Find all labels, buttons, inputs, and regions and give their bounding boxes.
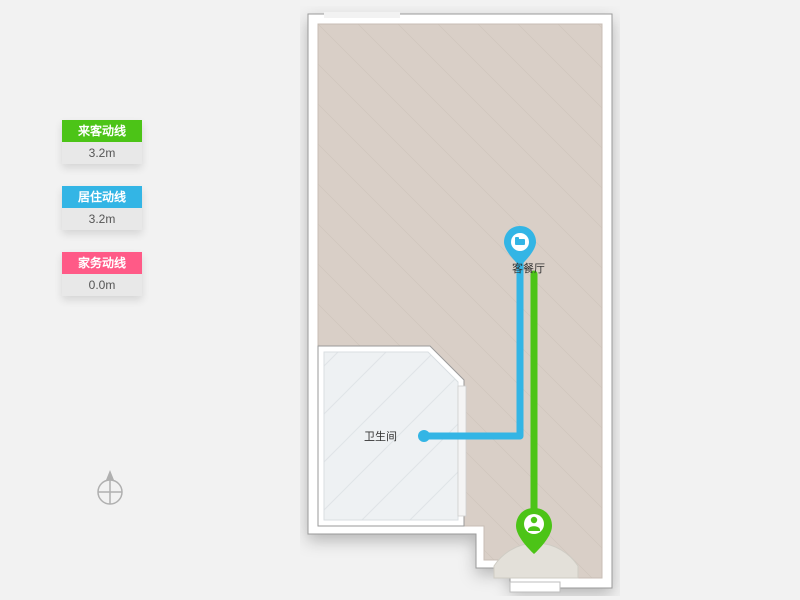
label-living: 客餐厅 — [512, 260, 545, 276]
compass-icon — [90, 470, 130, 510]
legend-label-house: 家务动线 — [62, 252, 142, 274]
legend-value-guest: 3.2m — [62, 142, 142, 164]
legend: 来客动线 3.2m 居住动线 3.2m 家务动线 0.0m — [62, 120, 142, 318]
bathroom-door — [458, 386, 466, 516]
legend-label-guest: 来客动线 — [62, 120, 142, 142]
canvas: 来客动线 3.2m 居住动线 3.2m 家务动线 0.0m — [0, 0, 800, 600]
legend-item-guest: 来客动线 3.2m — [62, 120, 142, 164]
top-opening — [324, 12, 400, 18]
legend-value-house: 0.0m — [62, 274, 142, 296]
label-bath: 卫生间 — [364, 428, 397, 444]
plan-svg — [300, 6, 620, 596]
floor-plan: 客餐厅 卫生间 — [300, 6, 620, 596]
legend-label-living: 居住动线 — [62, 186, 142, 208]
legend-item-house: 家务动线 0.0m — [62, 252, 142, 296]
path-living-end-dot — [418, 430, 430, 442]
legend-value-living: 3.2m — [62, 208, 142, 230]
bottom-opening-wall — [510, 582, 560, 592]
legend-item-living: 居住动线 3.2m — [62, 186, 142, 230]
